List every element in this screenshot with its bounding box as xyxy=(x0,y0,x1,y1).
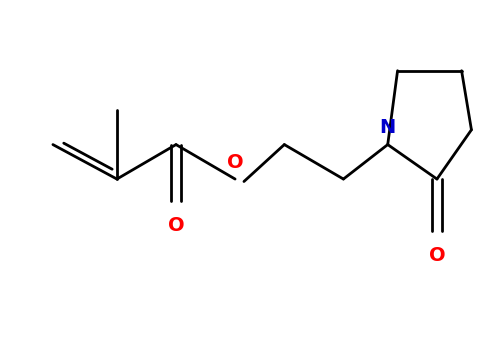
Text: N: N xyxy=(380,118,396,137)
Text: O: O xyxy=(428,245,445,265)
Text: O: O xyxy=(168,216,184,235)
Text: O: O xyxy=(227,153,243,172)
